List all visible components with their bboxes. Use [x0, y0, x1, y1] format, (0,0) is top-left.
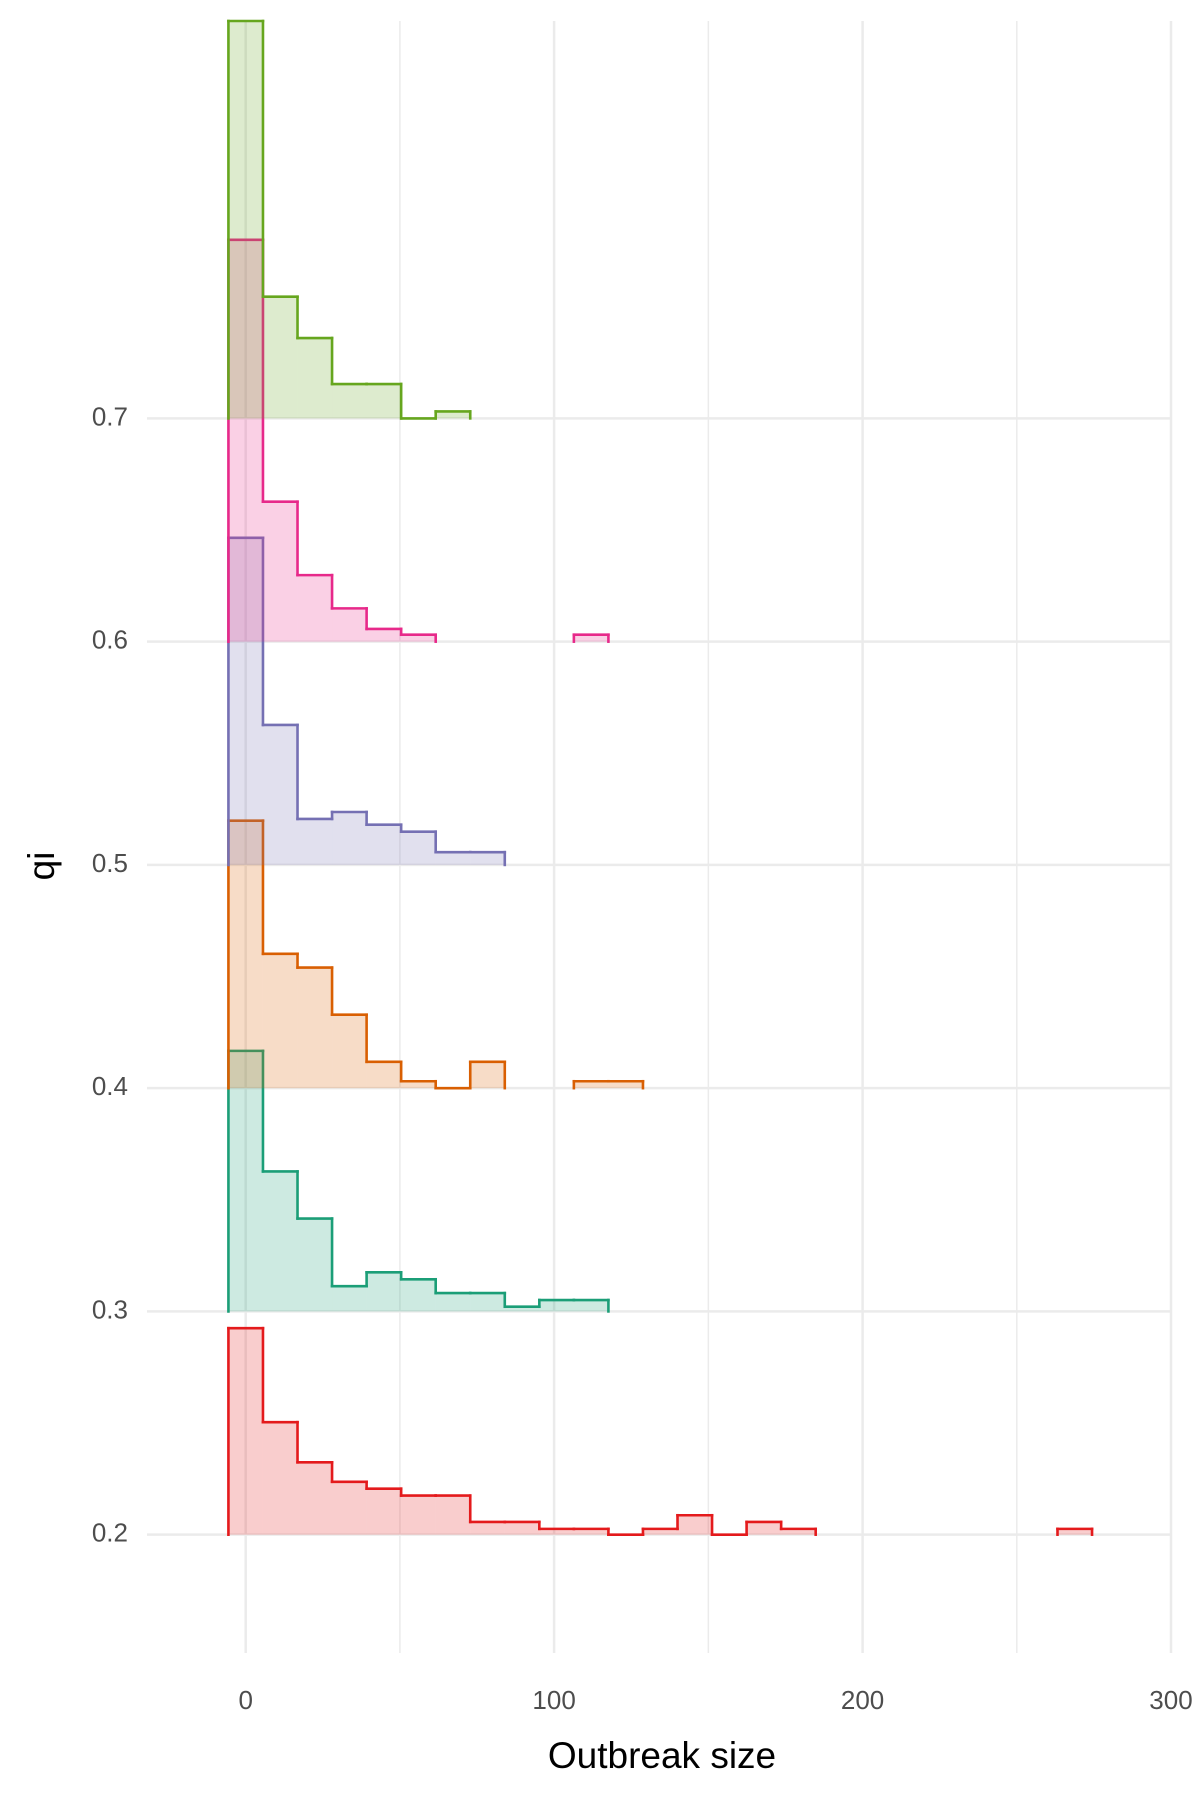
- histogram-bar: [228, 1328, 263, 1535]
- histogram-bar: [504, 1521, 540, 1535]
- histogram-bar: [262, 1171, 298, 1312]
- histogram-bar: [228, 239, 263, 642]
- y-tick-label: 0.5: [92, 848, 128, 878]
- y-tick-label: 0.4: [92, 1071, 128, 1101]
- histogram-bar: [1057, 1528, 1093, 1535]
- histogram-bar: [332, 1286, 367, 1312]
- y-tick-label: 0.2: [92, 1518, 128, 1548]
- histogram-bar: [262, 953, 298, 1089]
- histogram-bar: [297, 1462, 333, 1535]
- histogram-bar: [262, 296, 298, 419]
- histogram-bar: [539, 1300, 574, 1312]
- histogram-bar: [332, 1014, 367, 1089]
- histogram-bar: [366, 1272, 402, 1312]
- histogram-bar: [573, 1300, 609, 1312]
- histogram-bar: [608, 1081, 643, 1089]
- histogram-bar: [297, 967, 333, 1089]
- histogram-bar: [435, 1495, 471, 1535]
- histogram-bar: [470, 1061, 505, 1089]
- x-axis-title: Outbreak size: [548, 1735, 776, 1776]
- y-tick-label: 0.7: [92, 401, 128, 431]
- y-tick-label: 0.6: [92, 625, 128, 655]
- histogram-bar: [573, 1081, 609, 1089]
- y-axis-title: qi: [21, 852, 62, 881]
- histogram-bar: [401, 1495, 436, 1535]
- histogram-bar: [573, 634, 609, 642]
- histogram-bar: [262, 724, 298, 865]
- histogram-bar: [677, 1515, 713, 1535]
- x-tick-label: 0: [238, 1685, 252, 1715]
- histogram-bar: [401, 831, 436, 865]
- histogram-bar: [366, 384, 402, 419]
- histogram-bar: [332, 384, 367, 419]
- histogram-bar: [297, 575, 333, 642]
- x-tick-label: 300: [1149, 1685, 1192, 1715]
- histogram-bar: [297, 1218, 333, 1312]
- histogram-bar: [228, 820, 263, 1089]
- histogram-bar: [539, 1528, 574, 1535]
- histogram-bar: [228, 537, 263, 865]
- histogram-bar: [228, 1050, 263, 1312]
- histogram-bar: [366, 824, 402, 865]
- histogram-bar: [401, 634, 436, 642]
- histogram-bar: [435, 411, 471, 419]
- histogram-bar: [366, 628, 402, 642]
- histogram-bar: [401, 1081, 436, 1089]
- histogram-bar: [262, 501, 298, 642]
- histogram-bar: [366, 1061, 402, 1089]
- histogram-bar: [262, 1422, 298, 1535]
- histogram-bar: [435, 852, 471, 865]
- histogram-bar: [642, 1528, 678, 1535]
- x-tick-label: 200: [841, 1685, 884, 1715]
- y-tick-label: 0.3: [92, 1294, 128, 1324]
- histogram-bar: [470, 1521, 505, 1535]
- histogram-bar: [332, 811, 367, 865]
- histogram-bar: [297, 818, 333, 865]
- x-tick-label: 100: [532, 1685, 575, 1715]
- histogram-bar: [297, 338, 333, 419]
- histogram-bar: [504, 1306, 540, 1312]
- histogram-bar: [435, 1293, 471, 1312]
- histogram-bar: [332, 608, 367, 642]
- histogram-bar: [573, 1528, 609, 1535]
- histogram-bar: [366, 1488, 402, 1535]
- histogram-bar: [401, 1279, 436, 1312]
- histogram-bar: [332, 1481, 367, 1535]
- histogram-bar: [470, 852, 505, 865]
- histogram-bar: [746, 1521, 782, 1535]
- histogram-bar: [470, 1293, 505, 1312]
- histogram-bar: [228, 21, 263, 419]
- histogram-bar: [781, 1528, 816, 1535]
